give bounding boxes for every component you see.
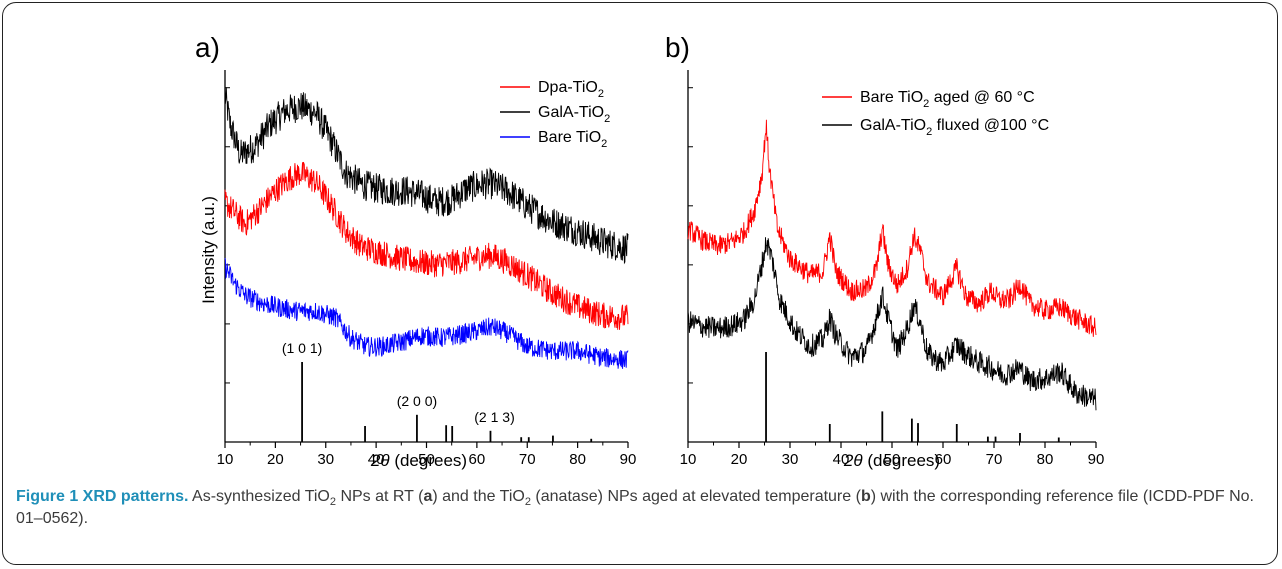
x-axis-label-theta: 2θ — [843, 451, 863, 470]
caption-text: As-synthesized TiO — [188, 488, 330, 505]
caption-sub: 2 — [329, 496, 336, 509]
x-tick-label-b: 90 — [1088, 451, 1105, 468]
x-tick-label-a: 20 — [267, 451, 284, 468]
legend-a: Dpa-TiO2 GalA-TiO2 Bare TiO2 — [500, 79, 610, 150]
x-axis-label-unit: (degrees) — [863, 451, 940, 470]
legend-entry: Bare TiO2 aged @ 60 °C — [860, 89, 1035, 110]
plot-area-a: 10 20 30 40 50 60 70 80 90 (1 0 1) (2 0 0) (2 1 3) — [217, 70, 637, 468]
x-tick-label-a: 80 — [569, 451, 586, 468]
caption-text: (anatase) NPs aged at elevated temperatu… — [530, 488, 861, 505]
legend-entry: GalA-TiO2 — [538, 104, 610, 125]
panel-a-label: a) — [195, 32, 220, 63]
caption-sub: 2 — [524, 496, 531, 509]
x-tick-label-a: 50 — [418, 451, 435, 468]
caption-panel-ref: a — [423, 488, 433, 505]
peak-annotation: (2 1 3) — [474, 409, 514, 425]
caption-panel-ref: b — [860, 488, 871, 505]
legend-entry: GalA-TiO2 fluxed @100 °C — [860, 117, 1049, 138]
x-tick-label-a: 40 — [368, 451, 385, 468]
legend-entry: Bare TiO2 — [538, 129, 607, 150]
peak-annotation: (2 0 0) — [397, 393, 437, 409]
x-axis-label-a: 2θ (degrees) — [370, 451, 467, 470]
x-tick-label-b: 10 — [680, 451, 697, 468]
panel-b: b) 2θ (degrees) Bare TiO2 aged @ 60 °C Ga… — [665, 32, 1104, 470]
caption-text: NPs at RT ( — [336, 488, 424, 505]
x-tick-label-a: 60 — [469, 451, 486, 468]
xrd-figure: a) Intensity (a.u.) 2θ (degrees) Dpa-TiO… — [195, 32, 1104, 470]
series-line-a-1 — [224, 161, 629, 330]
caption-text: ) and the TiO — [432, 488, 525, 505]
x-tick-label-a: 90 — [620, 451, 637, 468]
legend-entry: Dpa-TiO2 — [538, 79, 604, 100]
x-tick-label-a: 70 — [519, 451, 536, 468]
series-line-a-0 — [224, 87, 629, 265]
x-axis-label-b: 2θ (degrees) — [843, 451, 940, 470]
x-tick-label-b: 30 — [782, 451, 799, 468]
legend-b: Bare TiO2 aged @ 60 °C GalA-TiO2 fluxed @… — [822, 89, 1049, 138]
x-tick-label-b: 50 — [884, 451, 901, 468]
y-axis-label: Intensity (a.u.) — [199, 196, 218, 304]
panel-a: a) Intensity (a.u.) 2θ (degrees) Dpa-TiO… — [195, 32, 636, 470]
caption-label: Figure 1 XRD patterns. — [16, 488, 189, 505]
series-line-a-2 — [224, 257, 629, 369]
x-axis-label-unit: (degrees) — [390, 451, 467, 470]
x-tick-label-b: 20 — [731, 451, 748, 468]
x-tick-label-b: 70 — [986, 451, 1003, 468]
x-tick-label-b: 60 — [935, 451, 952, 468]
panel-b-label: b) — [665, 32, 690, 63]
series-line-b-1 — [687, 237, 1097, 411]
plot-area-b: 10 20 30 40 50 60 70 80 90 — [680, 70, 1105, 468]
x-tick-label-a: 30 — [317, 451, 334, 468]
x-tick-label-b: 40 — [833, 451, 850, 468]
series-line-b-0 — [687, 119, 1097, 337]
peak-annotation: (1 0 1) — [282, 340, 322, 356]
x-tick-label-b: 80 — [1037, 451, 1054, 468]
figure-caption: Figure 1 XRD patterns. As-synthesized Ti… — [16, 486, 1266, 530]
caption-text: ) with the corresponding reference file … — [16, 488, 1254, 527]
x-axis-label-theta: 2θ — [370, 451, 390, 470]
x-tick-label-a: 10 — [217, 451, 234, 468]
